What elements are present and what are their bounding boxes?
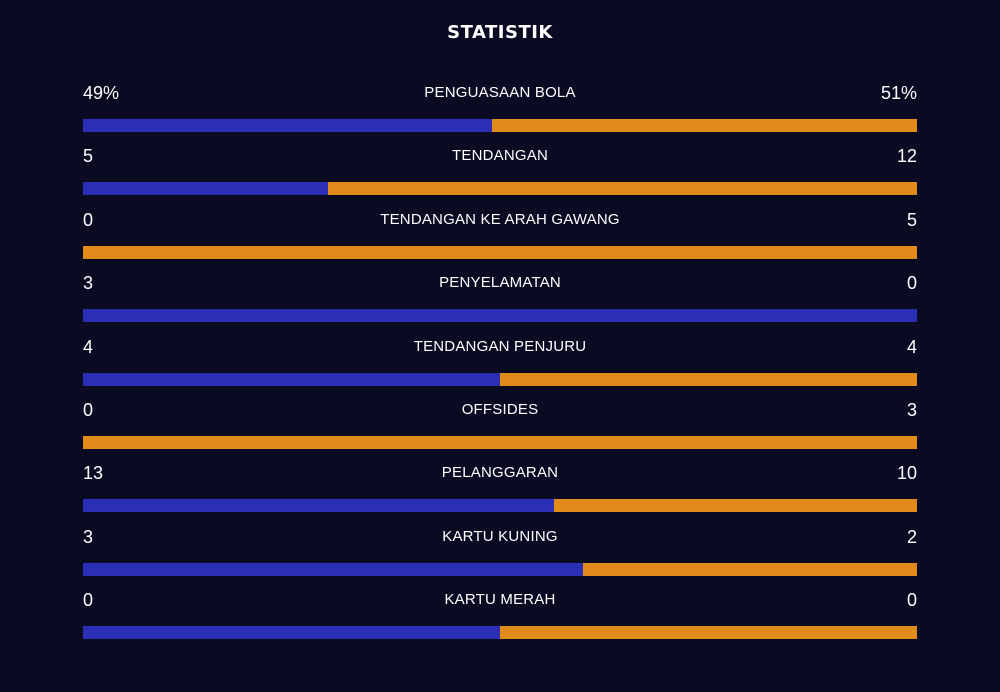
home-bar-segment [83,562,584,576]
comparison-bar [83,499,917,513]
away-value: 5 [906,209,917,230]
stat-row-fouls: 13 PELANGGARAN 10 [83,460,917,523]
comparison-bar [83,562,917,576]
comparison-bar [83,309,917,323]
away-value: 4 [906,336,917,357]
stats-list: 49% PENGUASAAN BOLA 51% 5 TENDANGAN 12 0… [83,80,917,651]
home-value: 4 [83,336,94,357]
stats-title: STATISTIK [447,22,553,43]
comparison-bar [83,626,917,640]
stat-label: TENDANGAN [452,147,548,165]
away-bar-segment [328,182,917,196]
away-bar-segment [500,626,917,640]
stat-label: PENYELAMATAN [439,274,561,292]
home-value: 5 [83,146,94,167]
away-value: 3 [906,399,917,420]
home-bar-segment [83,119,492,132]
stat-label: KARTU MERAH [444,591,556,609]
stat-row-corners: 4 TENDANGAN PENJURU 4 [83,334,917,397]
away-value: 12 [896,146,917,167]
home-bar-segment [83,372,500,386]
home-bar-segment [83,499,555,513]
home-bar-segment [83,309,917,323]
home-bar-segment [83,182,329,196]
away-bar-segment [500,372,917,386]
away-bar-segment [83,245,917,259]
comparison-bar [83,119,917,132]
away-value: 2 [906,526,917,547]
home-value: 0 [83,590,94,611]
away-value: 10 [896,463,917,484]
comparison-bar [83,435,917,449]
away-value: 0 [906,273,917,294]
stat-row-yellow-cards: 3 KARTU KUNING 2 [83,524,917,587]
home-value: 0 [83,399,94,420]
stat-label: PELANGGARAN [441,464,559,482]
stat-row-offsides: 0 OFFSIDES 3 [83,397,917,460]
away-value: 0 [906,590,917,611]
home-value: 49% [83,83,120,103]
away-value: 51% [880,83,917,103]
home-bar-segment [83,626,500,640]
stat-row-red-cards: 0 KARTU MERAH 0 [83,587,917,650]
stat-row-possession: 49% PENGUASAAN BOLA 51% [83,80,917,143]
stat-label: TENDANGAN PENJURU [413,337,587,355]
stat-label: TENDANGAN KE ARAH GAWANG [380,210,620,228]
stat-row-shots-on-target: 0 TENDANGAN KE ARAH GAWANG 5 [83,207,917,270]
stat-label: OFFSIDES [461,400,539,418]
home-value: 3 [83,273,94,294]
comparison-bar [83,182,917,196]
stat-row-shots: 5 TENDANGAN 12 [83,143,917,206]
stat-label: PENGUASAAN BOLA [424,84,576,101]
away-bar-segment [491,119,917,132]
stat-label: KARTU KUNING [442,527,558,545]
home-value: 13 [83,463,104,484]
away-bar-segment [583,562,917,576]
away-bar-segment [554,499,917,513]
home-value: 3 [83,526,94,547]
home-value: 0 [83,209,94,230]
stat-row-saves: 3 PENYELAMATAN 0 [83,270,917,333]
away-bar-segment [83,435,917,449]
comparison-bar [83,372,917,386]
comparison-bar [83,245,917,259]
